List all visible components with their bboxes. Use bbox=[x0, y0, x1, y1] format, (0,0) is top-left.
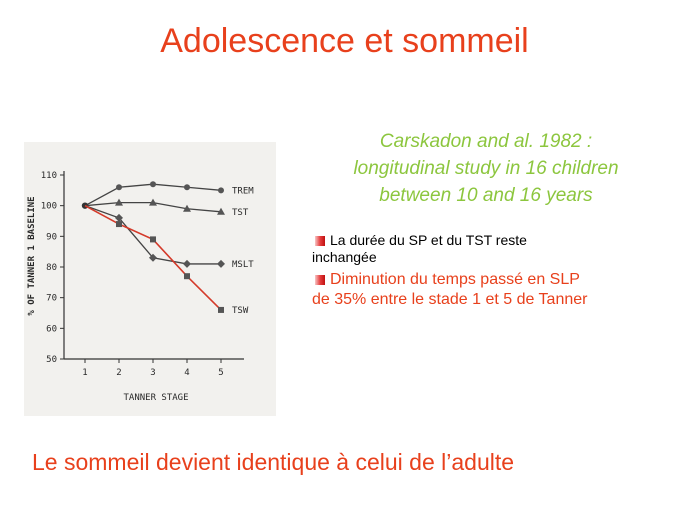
x-tick-label: 2 bbox=[116, 368, 121, 378]
y-tick-label: 50 bbox=[46, 355, 57, 365]
y-tick-label: 80 bbox=[46, 263, 57, 273]
data-point-tsw bbox=[150, 236, 156, 243]
data-point-tsw bbox=[218, 306, 224, 313]
data-point-trem bbox=[184, 184, 190, 191]
bullet-item: La durée du SP et du TST reste inchangée bbox=[312, 232, 684, 266]
series-label-mslt: MSLT bbox=[232, 260, 254, 270]
data-point-tst bbox=[183, 204, 191, 212]
data-point-tst bbox=[149, 198, 157, 206]
y-tick-label: 100 bbox=[41, 202, 57, 212]
data-point-mslt bbox=[115, 213, 123, 222]
bullet-text-line2: de 35% entre le stade 1 et 5 de Tanner bbox=[312, 291, 588, 308]
data-point-trem bbox=[116, 184, 122, 191]
bullet-text-line2: inchangée bbox=[312, 249, 377, 265]
sleep-chart: % OF TANNER 1 BASELINE TANNER STAGE 50 60… bbox=[24, 142, 276, 416]
conclusion-text: Le sommeil devient identique à celui de … bbox=[32, 449, 515, 475]
y-tick-label: 110 bbox=[41, 171, 57, 181]
bullet-list: La durée du SP et du TST reste inchangée… bbox=[312, 232, 684, 310]
data-point-trem bbox=[150, 181, 156, 188]
x-axis-label: TANNER STAGE bbox=[123, 393, 188, 403]
data-point-tst bbox=[115, 198, 123, 206]
data-point-mslt bbox=[149, 253, 157, 262]
data-point-tst bbox=[217, 207, 225, 215]
bullet-text-line1: Diminution du temps passé en SLP bbox=[330, 271, 580, 288]
y-tick-label: 60 bbox=[46, 324, 57, 334]
series-label-tsw: TSW bbox=[232, 306, 249, 316]
chart-svg: % OF TANNER 1 BASELINE TANNER STAGE 50 60… bbox=[27, 171, 254, 403]
bullet-item: Diminution du temps passé en SLP de 35% … bbox=[312, 270, 684, 310]
citation-line: between 10 and 16 years bbox=[379, 185, 593, 206]
y-axis-label: % OF TANNER 1 BASELINE bbox=[27, 196, 37, 315]
x-tick-label: 5 bbox=[218, 368, 223, 378]
x-tick-label: 4 bbox=[184, 368, 189, 378]
bullet-text-line1: La durée du SP et du TST reste bbox=[330, 232, 527, 248]
bullet-square-icon bbox=[315, 236, 325, 246]
x-tick-label: 1 bbox=[82, 368, 87, 378]
bullet-square-icon bbox=[315, 275, 325, 285]
data-point-mslt bbox=[217, 259, 225, 268]
data-point-mslt bbox=[183, 259, 191, 268]
data-point-trem bbox=[218, 187, 224, 194]
series-label-tst: TST bbox=[232, 208, 249, 218]
citation-line: Carskadon and al. 1982 : bbox=[379, 131, 593, 152]
study-citation: Carskadon and al. 1982 : longitudinal st… bbox=[300, 128, 672, 209]
slide-title: Adolescence et sommeil bbox=[160, 22, 529, 60]
series-label-trem: TREM bbox=[232, 186, 254, 196]
data-point-tsw bbox=[116, 221, 122, 228]
data-point-tsw bbox=[184, 273, 190, 280]
x-tick-label: 3 bbox=[150, 368, 155, 378]
y-tick-label: 70 bbox=[46, 294, 57, 304]
citation-line: longitudinal study in 16 children bbox=[353, 158, 619, 179]
y-tick-label: 90 bbox=[46, 232, 57, 242]
